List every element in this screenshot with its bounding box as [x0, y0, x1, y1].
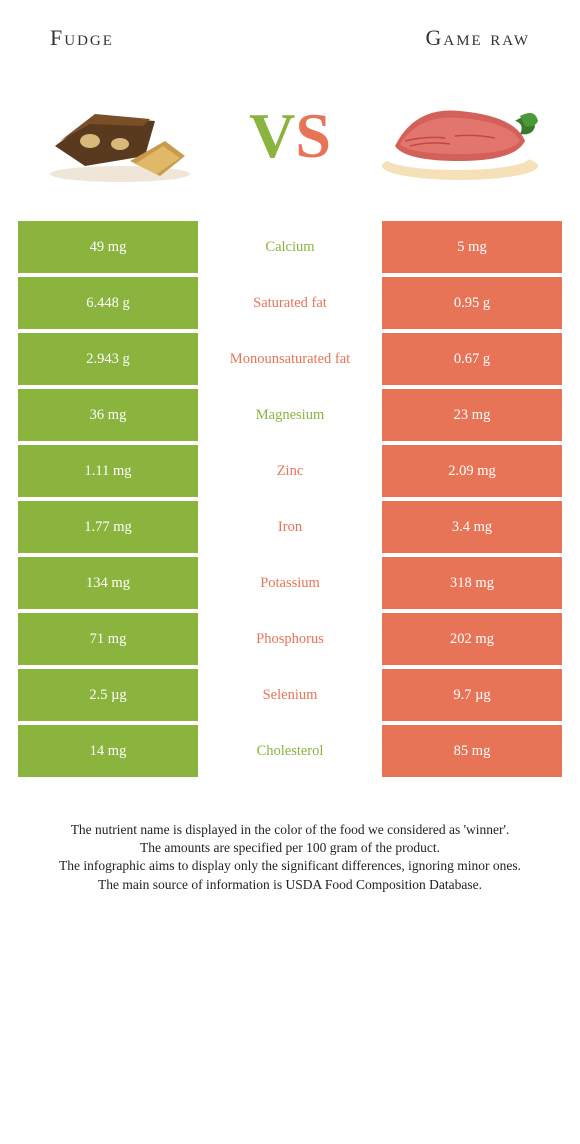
right-value: 5 mg	[382, 221, 562, 273]
right-food-title: Game raw	[425, 25, 530, 51]
right-value: 85 mg	[382, 725, 562, 777]
table-row: 134 mgPotassium318 mg	[18, 557, 562, 609]
vs-row: VS	[0, 61, 580, 221]
nutrient-label: Calcium	[198, 221, 382, 273]
left-value: 6.448 g	[18, 277, 198, 329]
right-value: 9.7 µg	[382, 669, 562, 721]
left-value: 14 mg	[18, 725, 198, 777]
table-row: 71 mgPhosphorus202 mg	[18, 613, 562, 665]
left-value: 2.943 g	[18, 333, 198, 385]
nutrient-label: Monounsaturated fat	[198, 333, 382, 385]
right-food-image	[370, 81, 550, 191]
fudge-icon	[35, 86, 205, 186]
left-value: 1.11 mg	[18, 445, 198, 497]
left-food-title: Fudge	[50, 25, 114, 51]
left-value: 71 mg	[18, 613, 198, 665]
table-row: 36 mgMagnesium23 mg	[18, 389, 562, 441]
footer-line-3: The infographic aims to display only the…	[28, 857, 552, 875]
header-row: Fudge Game raw	[0, 0, 580, 61]
footer-line-2: The amounts are specified per 100 gram o…	[28, 839, 552, 857]
table-row: 1.11 mgZinc2.09 mg	[18, 445, 562, 497]
left-value: 134 mg	[18, 557, 198, 609]
table-row: 2.943 gMonounsaturated fat0.67 g	[18, 333, 562, 385]
left-value: 49 mg	[18, 221, 198, 273]
table-row: 6.448 gSaturated fat0.95 g	[18, 277, 562, 329]
footer-line-4: The main source of information is USDA F…	[28, 876, 552, 894]
table-row: 1.77 mgIron3.4 mg	[18, 501, 562, 553]
left-food-image	[30, 81, 210, 191]
right-value: 23 mg	[382, 389, 562, 441]
nutrient-label: Potassium	[198, 557, 382, 609]
table-row: 14 mgCholesterol85 mg	[18, 725, 562, 777]
footer-notes: The nutrient name is displayed in the co…	[0, 781, 580, 924]
left-value: 2.5 µg	[18, 669, 198, 721]
right-value: 0.67 g	[382, 333, 562, 385]
right-value: 202 mg	[382, 613, 562, 665]
nutrient-label: Zinc	[198, 445, 382, 497]
footer-line-1: The nutrient name is displayed in the co…	[28, 821, 552, 839]
vs-label: VS	[249, 99, 331, 173]
table-row: 2.5 µgSelenium9.7 µg	[18, 669, 562, 721]
right-value: 0.95 g	[382, 277, 562, 329]
right-value: 2.09 mg	[382, 445, 562, 497]
vs-v-letter: V	[249, 99, 295, 173]
vs-s-letter: S	[295, 99, 331, 173]
right-value: 3.4 mg	[382, 501, 562, 553]
right-value: 318 mg	[382, 557, 562, 609]
nutrient-label: Cholesterol	[198, 725, 382, 777]
left-value: 1.77 mg	[18, 501, 198, 553]
nutrient-label: Saturated fat	[198, 277, 382, 329]
left-value: 36 mg	[18, 389, 198, 441]
table-row: 49 mgCalcium5 mg	[18, 221, 562, 273]
meat-icon	[375, 86, 545, 186]
comparison-table: 49 mgCalcium5 mg6.448 gSaturated fat0.95…	[0, 221, 580, 777]
nutrient-label: Phosphorus	[198, 613, 382, 665]
nutrient-label: Iron	[198, 501, 382, 553]
nutrient-label: Magnesium	[198, 389, 382, 441]
nutrient-label: Selenium	[198, 669, 382, 721]
